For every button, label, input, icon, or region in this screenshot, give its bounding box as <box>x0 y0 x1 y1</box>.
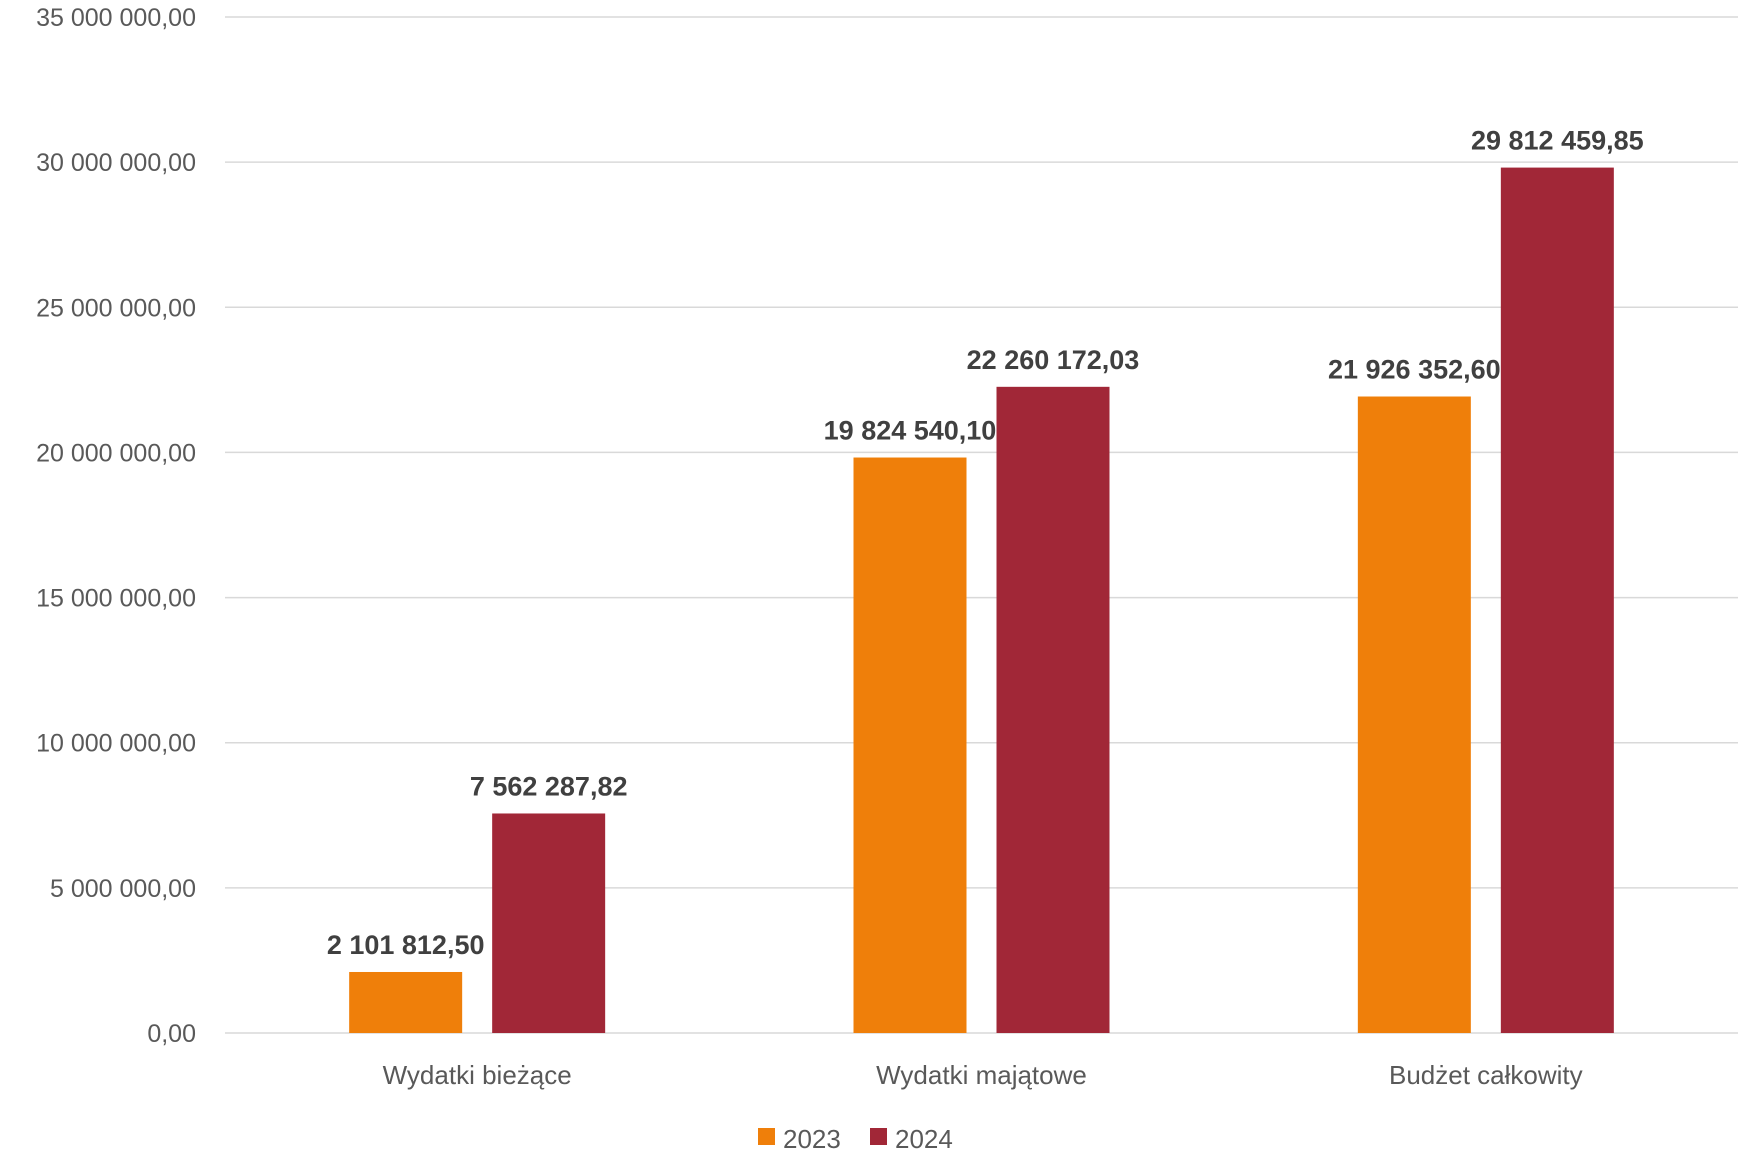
category-label: Wydatki majątowe <box>876 1060 1087 1090</box>
data-label-2023-2: 19 824 540,10 <box>824 416 997 446</box>
y-tick-label: 10 000 000,00 <box>36 730 196 758</box>
y-tick-label: 15 000 000,00 <box>36 585 196 613</box>
bar-2023-1 <box>349 972 462 1033</box>
bar-2024-3 <box>1501 168 1614 1033</box>
bar-2024-1 <box>492 813 605 1033</box>
bar-2024-2 <box>997 387 1110 1033</box>
legend-label-2024: 2024 <box>895 1124 953 1151</box>
data-label-2024-3: 29 812 459,85 <box>1471 126 1644 156</box>
data-label-2023-3: 21 926 352,60 <box>1328 355 1501 385</box>
legend-swatch-2023 <box>758 1128 775 1145</box>
category-label: Wydatki bieżące <box>383 1060 572 1090</box>
data-label-2024-2: 22 260 172,03 <box>967 345 1140 375</box>
y-tick-label: 30 000 000,00 <box>36 149 196 177</box>
y-tick-label: 20 000 000,00 <box>36 439 196 467</box>
legend: 2023 2024 <box>758 1124 953 1151</box>
data-label-2024-1: 7 562 287,82 <box>470 771 628 801</box>
data-label-2023-1: 2 101 812,50 <box>327 930 485 960</box>
bar-2023-2 <box>854 458 967 1033</box>
category-label: Budżet całkowity <box>1389 1060 1583 1090</box>
bar-2023-3 <box>1358 397 1471 1033</box>
y-tick-label: 25 000 000,00 <box>36 294 196 322</box>
legend-swatch-2024 <box>870 1128 887 1145</box>
y-tick-label: 5 000 000,00 <box>50 875 196 903</box>
x-axis-category-labels: Wydatki bieżące Wydatki majątowe Budżet ca… <box>383 1060 1583 1090</box>
y-axis-tick-labels: 0,00 5 000 000,00 10 000 000,00 15 000 000,… <box>36 4 196 1048</box>
bars <box>349 168 1614 1033</box>
y-tick-label: 35 000 000,00 <box>36 4 196 32</box>
legend-label-2023: 2023 <box>783 1124 841 1151</box>
y-tick-label: 0,00 <box>147 1020 196 1048</box>
